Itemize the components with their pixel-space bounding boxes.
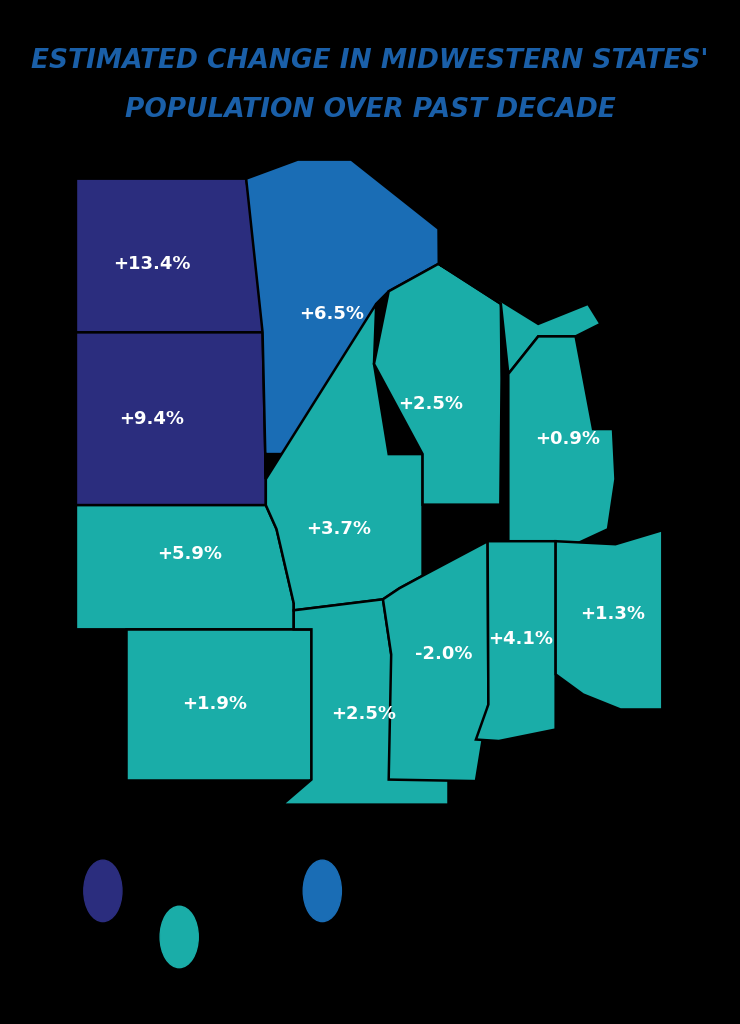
Polygon shape	[246, 160, 439, 479]
Polygon shape	[76, 333, 266, 505]
Text: +1.9%: +1.9%	[182, 695, 246, 714]
Text: +3.7%: +3.7%	[306, 520, 371, 539]
Text: +0.9%: +0.9%	[536, 430, 601, 449]
Text: +6.5%: +6.5%	[299, 305, 364, 323]
Polygon shape	[439, 264, 601, 374]
Polygon shape	[126, 630, 312, 779]
Polygon shape	[76, 505, 294, 630]
Polygon shape	[266, 304, 423, 610]
Polygon shape	[374, 264, 502, 505]
Polygon shape	[76, 178, 263, 333]
Text: ESTIMATED CHANGE IN MIDWESTERN STATES': ESTIMATED CHANGE IN MIDWESTERN STATES'	[31, 48, 709, 75]
Text: POPULATION OVER PAST DECADE: POPULATION OVER PAST DECADE	[124, 96, 616, 123]
Text: -2.0%: -2.0%	[414, 645, 472, 664]
Text: +2.5%: +2.5%	[332, 706, 396, 724]
Text: +2.5%: +2.5%	[399, 395, 463, 413]
Polygon shape	[383, 542, 488, 781]
Polygon shape	[556, 530, 662, 710]
Polygon shape	[282, 599, 556, 805]
Text: +4.1%: +4.1%	[488, 631, 554, 648]
Polygon shape	[508, 337, 616, 544]
Circle shape	[160, 906, 198, 968]
Text: +13.4%: +13.4%	[113, 255, 191, 272]
Text: +5.9%: +5.9%	[157, 545, 222, 563]
Circle shape	[303, 860, 341, 922]
Text: +1.3%: +1.3%	[580, 605, 645, 624]
Circle shape	[84, 860, 122, 922]
Text: +9.4%: +9.4%	[119, 410, 184, 428]
Polygon shape	[476, 542, 556, 741]
